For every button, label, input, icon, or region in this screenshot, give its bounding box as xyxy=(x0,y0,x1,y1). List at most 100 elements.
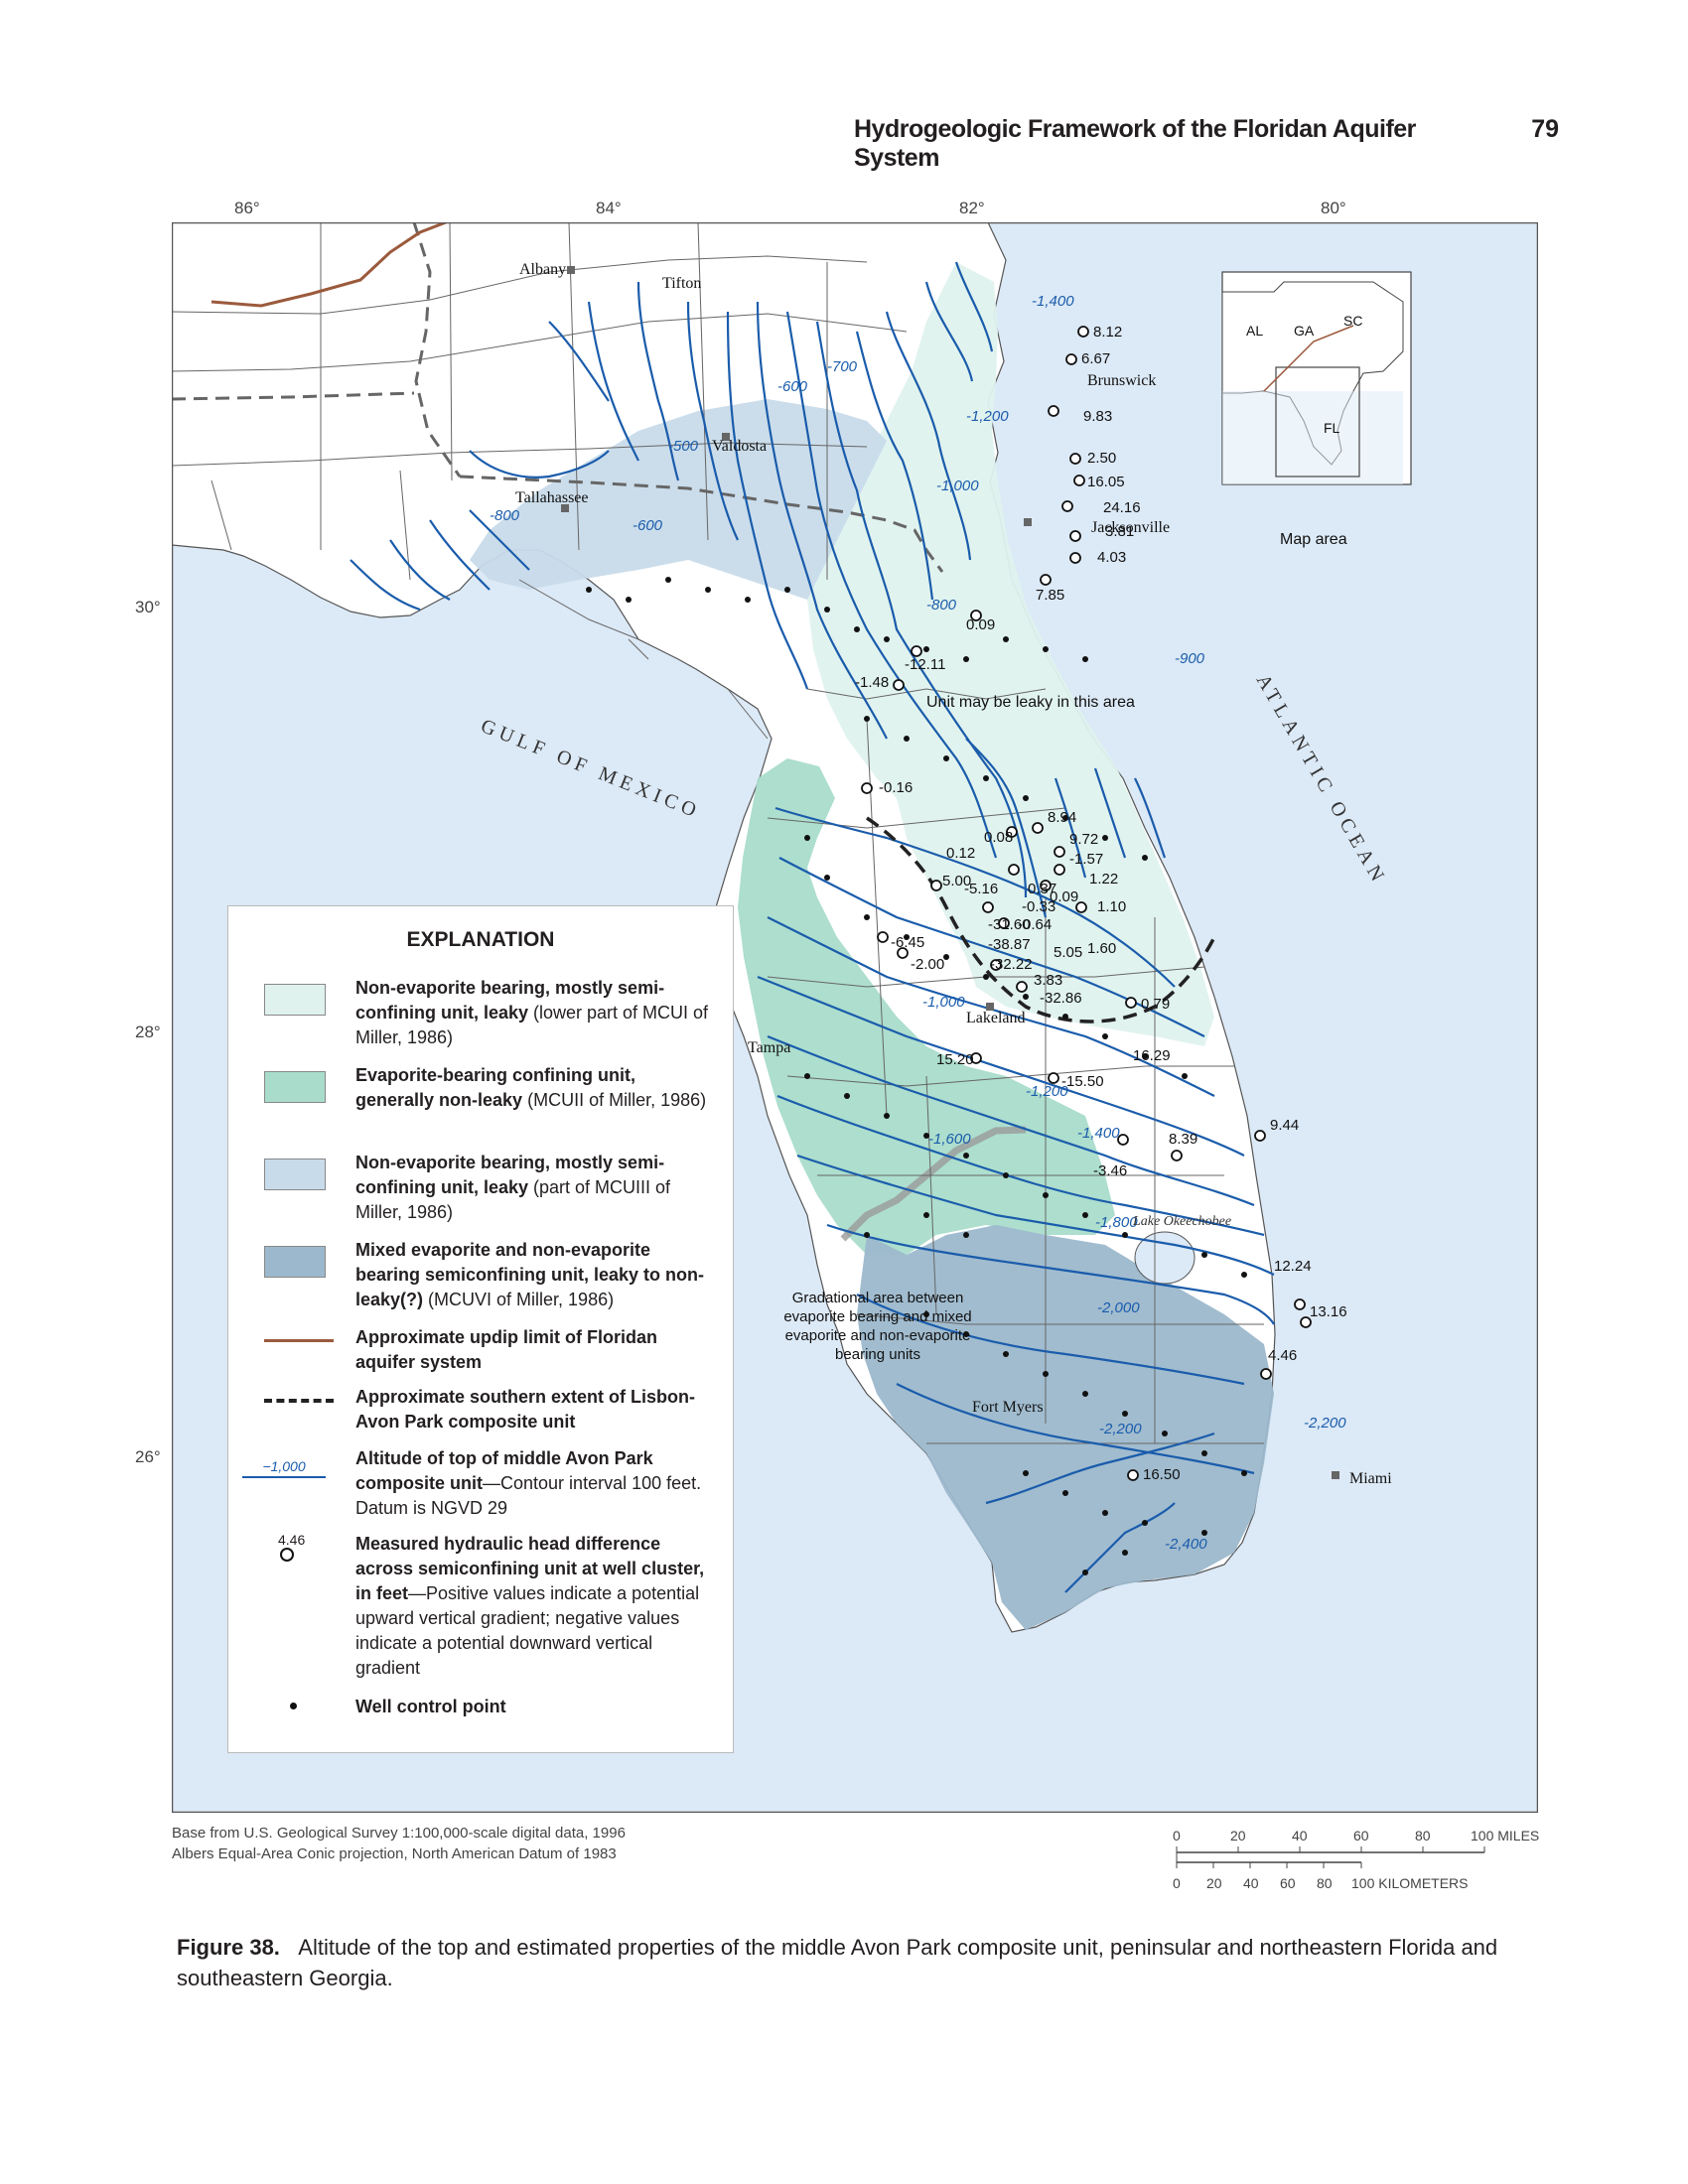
legend-swatch xyxy=(264,1071,326,1103)
city-label: Tifton xyxy=(662,275,701,292)
lisbon-avon-park-extent-line xyxy=(866,816,1216,1024)
contour-label: -1,000 xyxy=(936,478,979,494)
legend-text: Non-evaporite bearing, mostly semi-confi… xyxy=(355,1153,671,1222)
latitude-label: 26° xyxy=(135,1447,161,1466)
head-label: -38.87 xyxy=(988,936,1031,953)
running-header: Hydrogeologic Framework of the Floridan … xyxy=(854,115,1559,172)
head-label: 0.08 xyxy=(984,829,1013,846)
legend-line-dashed xyxy=(264,1399,334,1403)
figure-label: Figure 38. xyxy=(177,1935,280,1960)
credit-line: Base from U.S. Geological Survey 1:100,0… xyxy=(172,1825,626,1842)
zone-light-green xyxy=(807,262,1214,1046)
contour-label: -600 xyxy=(633,517,663,534)
head-label: 12.24 xyxy=(1274,1258,1312,1275)
inset-state-label: GA xyxy=(1294,323,1315,339)
city-label: Miami xyxy=(1349,1470,1392,1487)
scale-tick-label: 80 xyxy=(1317,1875,1333,1891)
contour-label: -1,800 xyxy=(1095,1214,1138,1231)
running-title: Hydrogeologic Framework of the Floridan … xyxy=(854,115,1416,172)
contour-label: -500 xyxy=(668,438,699,455)
head-label: -31.60 xyxy=(988,916,1031,933)
head-label: 16.50 xyxy=(1143,1466,1181,1483)
contour-label: -2,200 xyxy=(1304,1415,1346,1432)
head-label: 6.67 xyxy=(1081,350,1110,367)
head-label: 4.46 xyxy=(1268,1347,1297,1364)
city-label: Fort Myers xyxy=(972,1399,1044,1416)
head-label: 1.10 xyxy=(1097,898,1126,915)
head-label: 0.37 xyxy=(1028,881,1056,897)
dot-icon xyxy=(290,1703,297,1709)
head-label: -5.16 xyxy=(964,881,998,897)
head-label: 13.16 xyxy=(1310,1303,1347,1320)
zone-light-blue xyxy=(470,399,887,600)
legend-swatch xyxy=(264,1246,326,1278)
head-label: -1.57 xyxy=(1069,851,1103,868)
state-boundary-ga-fl xyxy=(459,475,944,573)
head-difference-labels: 8.12 6.67 9.83 2.50 16.05 24.16 3.81 4.0… xyxy=(855,324,1347,1483)
head-label: 3.83 xyxy=(1034,972,1062,989)
legend-text: Non-evaporite bearing, mostly semi-confi… xyxy=(355,978,709,1047)
contour-label: -1,200 xyxy=(1026,1083,1068,1100)
scale-tick-label: 40 xyxy=(1292,1828,1308,1843)
legend-contour-symbol: −1,000 xyxy=(242,1458,326,1478)
contour-label: -2,200 xyxy=(1099,1421,1142,1437)
scale-tick-label: 80 xyxy=(1415,1828,1431,1843)
city-labels: Albany Tifton Valdosta Tallahassee Bruns… xyxy=(515,261,1392,1487)
inset-state-label: SC xyxy=(1343,313,1362,329)
head-label: 8.39 xyxy=(1169,1131,1197,1148)
head-label: -6.45 xyxy=(891,934,924,951)
head-label: 15.20 xyxy=(936,1051,974,1068)
gradational-annotation: Gradational area between evaporite beari… xyxy=(783,1290,971,1363)
scale-tick-label: 60 xyxy=(1280,1875,1296,1891)
figure-caption: Figure 38. Altitude of the top and estim… xyxy=(177,1932,1517,1993)
head-label: 4.03 xyxy=(1097,549,1126,566)
head-label: -32.22 xyxy=(990,956,1033,973)
legend-text: Mixed evaporite and non-evaporite bearin… xyxy=(355,1240,705,1309)
city-label: Tallahassee xyxy=(515,489,589,506)
latitude-label: 28° xyxy=(135,1023,161,1041)
head-label: 16.05 xyxy=(1087,474,1125,490)
contour-label: -1,600 xyxy=(928,1131,971,1148)
contour-label: -1,400 xyxy=(1032,293,1074,310)
state-boundary-al-ga xyxy=(412,222,462,478)
scale-tick-label: 20 xyxy=(1230,1828,1246,1843)
legend: EXPLANATION Non-evaporite bearing, mostl… xyxy=(227,905,734,1753)
legend-text: Measured hydraulic head difference acros… xyxy=(355,1534,705,1678)
head-label: -0.16 xyxy=(879,779,913,796)
legend-line-updip xyxy=(264,1339,334,1342)
contour-label: -900 xyxy=(1175,650,1205,667)
city-label: Tampa xyxy=(748,1039,790,1056)
scale-tick-label: 40 xyxy=(1243,1875,1259,1891)
head-label: -32.86 xyxy=(1040,990,1082,1007)
head-label: 9.72 xyxy=(1069,831,1098,848)
legend-text: Approximate updip limit of Floridan aqui… xyxy=(355,1327,657,1372)
inset-state-label: FL xyxy=(1324,420,1340,436)
contour-label: -1,200 xyxy=(966,408,1009,425)
scale-tick-label: 0 xyxy=(1173,1828,1181,1843)
contour-label: -800 xyxy=(490,507,520,524)
page-number: 79 xyxy=(1531,115,1559,143)
head-label: 0.09 xyxy=(1050,888,1078,905)
contour-label: -2,400 xyxy=(1165,1536,1207,1553)
latitude-label: 30° xyxy=(135,598,161,616)
contour-label: -700 xyxy=(827,358,858,375)
legend-text: Evaporite-bearing confining unit, genera… xyxy=(355,1065,707,1110)
longitude-label: 80° xyxy=(1321,199,1346,217)
contour-label: -2,000 xyxy=(1097,1299,1140,1316)
scale-bar-graphic: 0 20 40 60 80 100 MILES 0 20 40 60 80 10… xyxy=(1173,1828,1539,1891)
city-label: Jacksonville xyxy=(1091,519,1170,536)
head-label: 9.83 xyxy=(1083,408,1112,425)
legend-swatch xyxy=(264,1159,326,1190)
head-label: 2.50 xyxy=(1087,450,1116,467)
legend-swatch xyxy=(264,984,326,1016)
contour-label: -1,000 xyxy=(922,994,965,1011)
leaky-annotation: Unit may be leaky in this area xyxy=(926,694,1135,711)
head-label: 7.85 xyxy=(1036,587,1064,604)
head-label: 1.60 xyxy=(1087,940,1116,957)
inset-locator-map: AL GA SC FL Map area xyxy=(1221,271,1412,548)
state-boundary-al-fl xyxy=(172,391,415,401)
lake-okeechobee-label: Lake Okeechobee xyxy=(1132,1214,1231,1229)
head-label: 3.81 xyxy=(1105,523,1134,540)
contour-lines xyxy=(350,261,1275,1593)
contour-label: -600 xyxy=(777,378,808,395)
